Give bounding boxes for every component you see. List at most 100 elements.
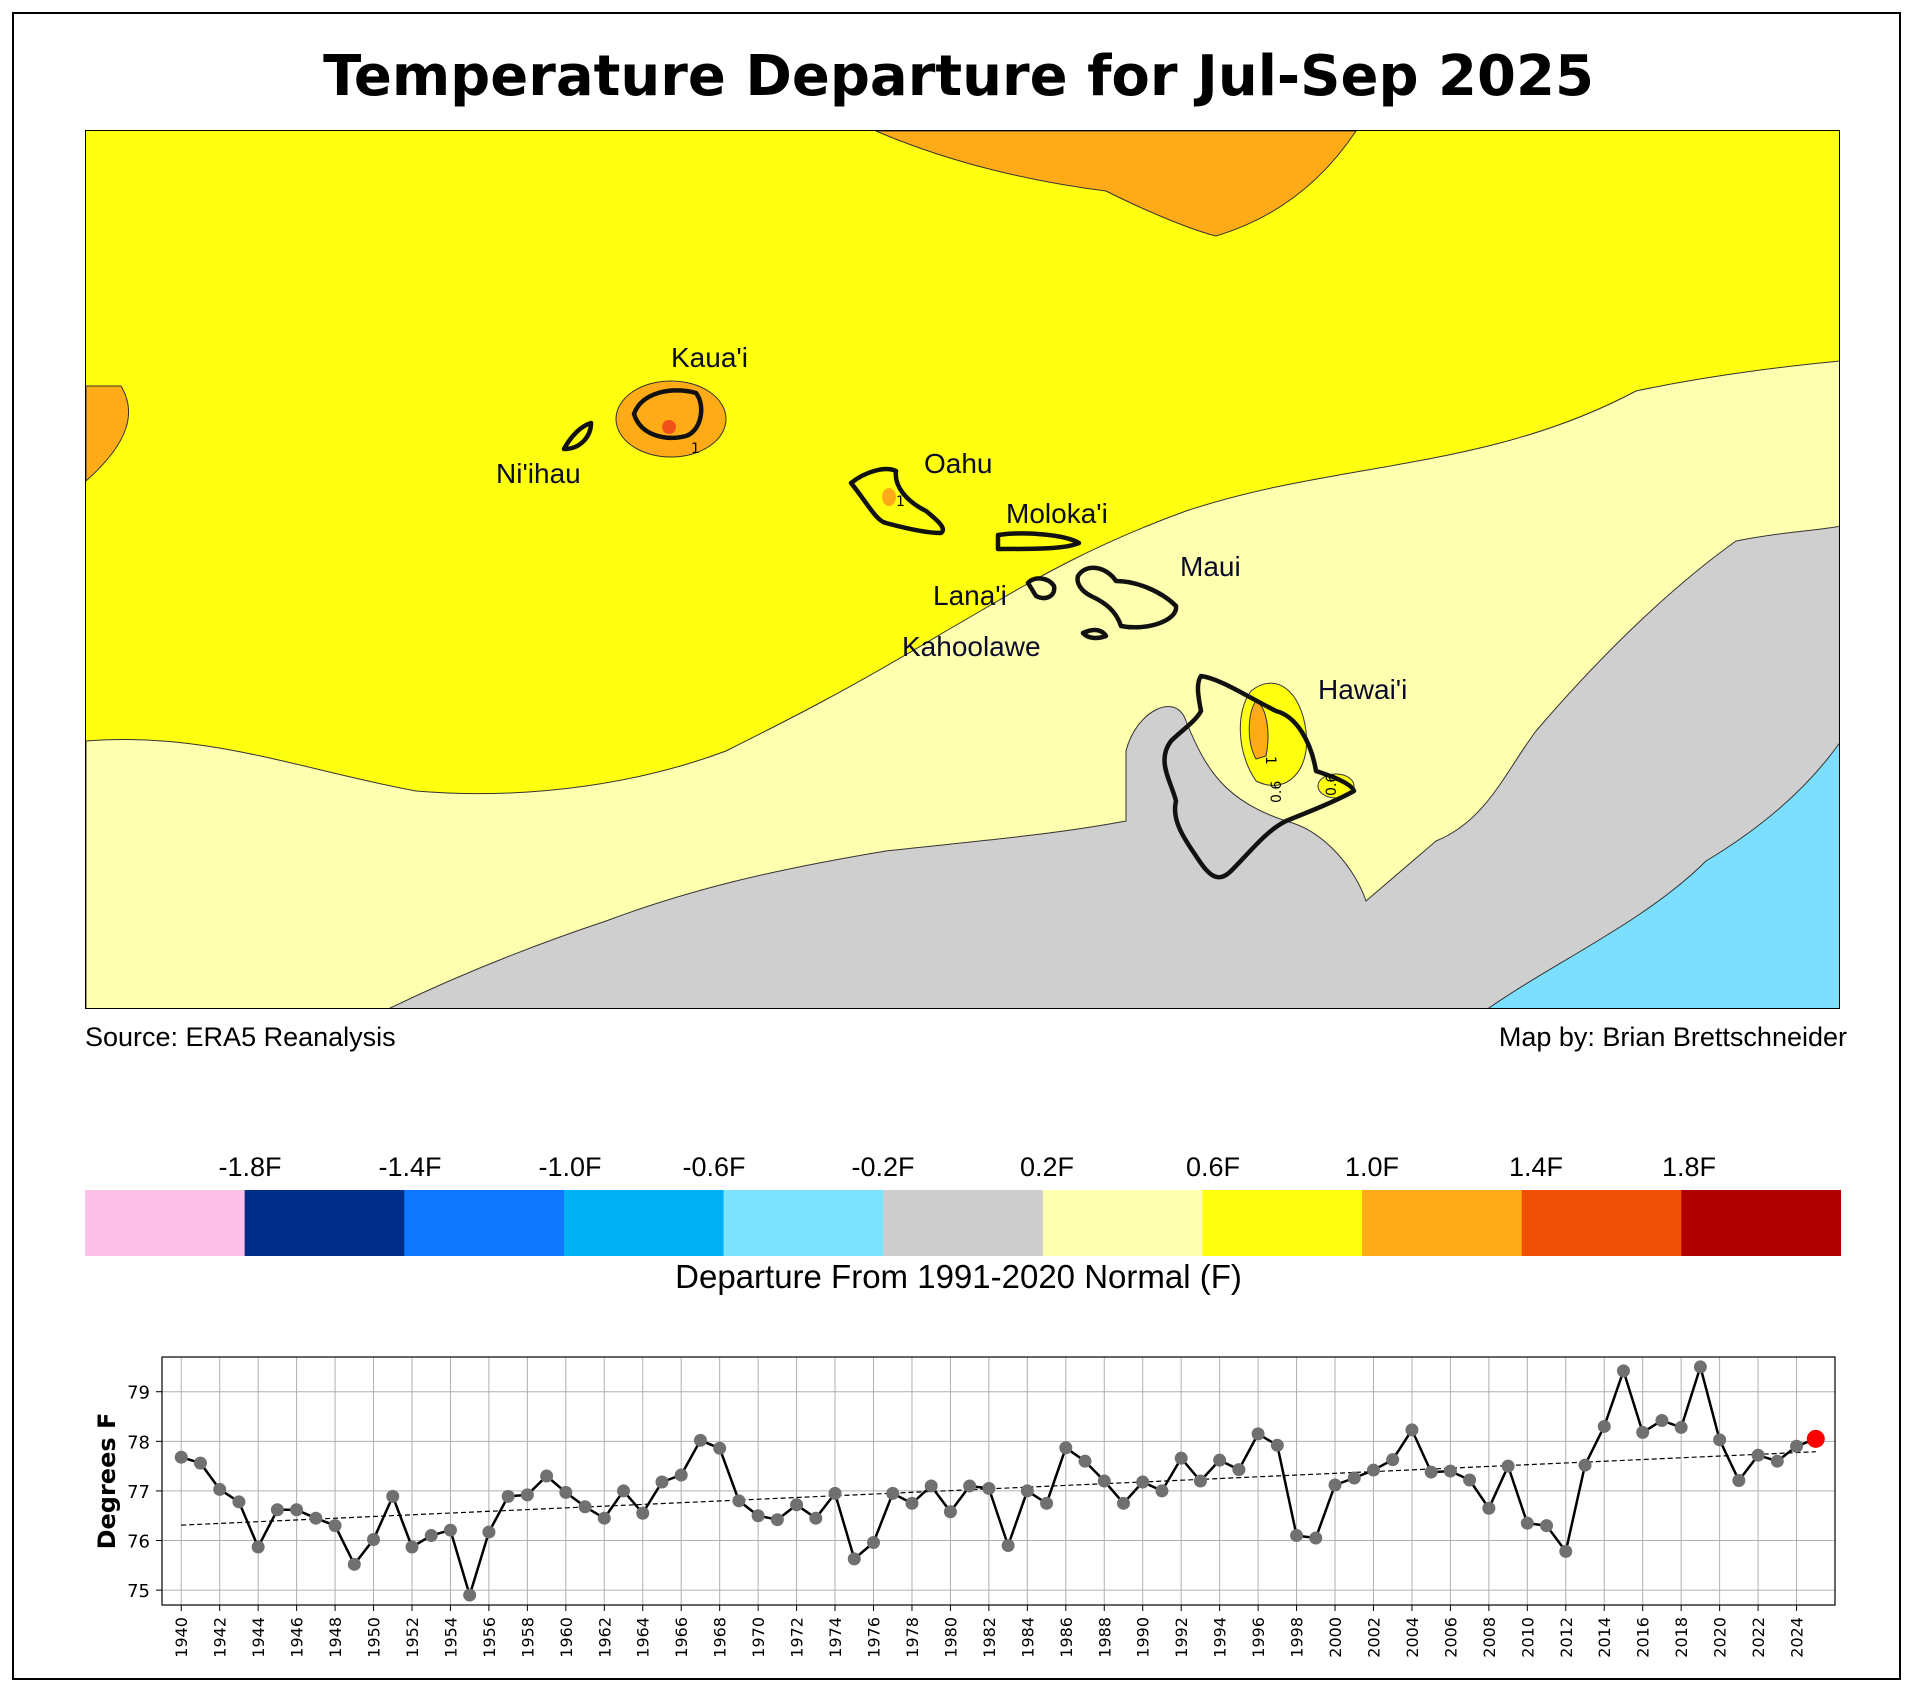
data-point xyxy=(540,1469,554,1483)
data-point xyxy=(1463,1473,1477,1487)
x-tick-label: 1972 xyxy=(788,1617,807,1658)
x-tick-label: 2018 xyxy=(1672,1617,1691,1658)
island-niihau xyxy=(561,420,594,452)
island-kauai xyxy=(631,388,704,441)
island-maui xyxy=(1075,565,1179,630)
data-point xyxy=(482,1525,496,1539)
data-point xyxy=(174,1450,188,1464)
data-point xyxy=(463,1588,477,1602)
data-point xyxy=(290,1503,304,1517)
data-point xyxy=(924,1479,938,1493)
data-point xyxy=(1020,1484,1034,1498)
colorbar-tick: -1.4F xyxy=(378,1152,442,1182)
data-point xyxy=(405,1540,419,1554)
data-point xyxy=(578,1500,592,1514)
fill-region-gray xyxy=(389,525,1839,1008)
data-point xyxy=(520,1488,534,1502)
colorbar-swatch xyxy=(1681,1190,1841,1256)
data-point xyxy=(1540,1519,1554,1533)
plot-frame xyxy=(161,1356,1836,1606)
data-point xyxy=(636,1506,650,1520)
data-point xyxy=(905,1496,919,1510)
data-point xyxy=(1193,1474,1207,1488)
data-point xyxy=(270,1503,284,1517)
trend-line xyxy=(181,1451,1816,1526)
y-tick-label: 76 xyxy=(127,1532,150,1553)
x-tick-label: 1978 xyxy=(903,1617,922,1658)
colorbar-swatch xyxy=(1521,1190,1682,1256)
x-tick-label: 1954 xyxy=(441,1617,460,1658)
colorbar-tick: 0.2F xyxy=(1019,1152,1075,1182)
data-point xyxy=(1616,1364,1630,1378)
colorbar-swatch xyxy=(244,1190,405,1256)
x-tick-label: 1952 xyxy=(403,1617,422,1658)
colorbar-tick: 1.0F xyxy=(1344,1152,1400,1182)
x-tick-label: 1964 xyxy=(634,1617,653,1658)
data-point xyxy=(770,1513,784,1527)
data-point xyxy=(1059,1441,1073,1455)
data-point xyxy=(1443,1464,1457,1478)
page-title: Temperature Departure for Jul-Sep 2025 xyxy=(323,44,1594,109)
data-point xyxy=(1309,1531,1323,1545)
data-point xyxy=(655,1475,669,1489)
data-point xyxy=(847,1552,861,1566)
x-tick-label: 2024 xyxy=(1788,1617,1807,1658)
colorbar-swatch xyxy=(563,1190,725,1256)
kauai-hot-spot xyxy=(662,420,676,434)
data-point xyxy=(1693,1360,1707,1374)
data-point xyxy=(1116,1496,1130,1510)
y-tick-label: 78 xyxy=(127,1432,150,1453)
x-tick-label: 1976 xyxy=(865,1617,884,1658)
label-maui: Maui xyxy=(1180,551,1241,582)
x-tick-label: 1944 xyxy=(249,1617,268,1658)
contour-label-oahu: 1 xyxy=(896,494,905,510)
x-tick-label: 1982 xyxy=(980,1617,999,1658)
data-point xyxy=(1732,1474,1746,1488)
fill-region-orange-left xyxy=(86,385,129,482)
fill-region-light-blue xyxy=(1488,742,1839,1008)
x-tick-label: 1996 xyxy=(1249,1617,1268,1658)
x-tick-label: 1990 xyxy=(1134,1617,1153,1658)
data-point xyxy=(1424,1465,1438,1479)
figure-frame xyxy=(12,12,1901,1680)
colorbar-tick: 1.4F xyxy=(1508,1152,1564,1182)
colorbar-swatch xyxy=(1042,1190,1203,1256)
credit-caption: Map by: Brian Brettschneider xyxy=(1498,1022,1847,1052)
data-point xyxy=(713,1441,727,1455)
colorbar-tick: -1.0F xyxy=(538,1152,602,1182)
colorbar-tick: 0.6F xyxy=(1185,1152,1241,1182)
label-molokai: Moloka'i xyxy=(1006,498,1108,529)
data-point xyxy=(1136,1475,1150,1489)
data-point xyxy=(213,1482,227,1496)
data-point xyxy=(1155,1484,1169,1498)
colorbar-tick: -1.8F xyxy=(218,1152,282,1182)
contour-label-hawaii-1: 1 xyxy=(1262,756,1278,765)
y-tick-label: 77 xyxy=(127,1482,150,1503)
data-point xyxy=(790,1498,804,1512)
data-point xyxy=(809,1511,823,1525)
data-point xyxy=(1751,1448,1765,1462)
label-hawaii: Hawai'i xyxy=(1318,674,1407,705)
series-line xyxy=(180,1365,1817,1597)
x-tick-label: 1968 xyxy=(711,1617,730,1658)
fill-region-orange-top xyxy=(875,131,1357,237)
data-point xyxy=(674,1468,688,1482)
x-tick-label: 1940 xyxy=(172,1617,191,1658)
colorbar-swatch xyxy=(1202,1190,1363,1256)
x-tick-label: 2012 xyxy=(1557,1617,1576,1658)
x-tick-label: 1998 xyxy=(1288,1617,1307,1658)
colorbar xyxy=(85,1190,1841,1256)
island-kahoolawe xyxy=(1080,627,1109,641)
data-point xyxy=(1078,1454,1092,1468)
data-point xyxy=(193,1456,207,1470)
x-tick-label: 1974 xyxy=(826,1617,845,1658)
data-point xyxy=(559,1485,573,1499)
x-tick-label: 1946 xyxy=(288,1617,307,1658)
data-point xyxy=(1270,1438,1284,1452)
y-tick-label: 79 xyxy=(127,1383,150,1404)
timeseries-chart: 75 76 77 78 79 1940 1942 1944 1946 1948 1950 1952 19… xyxy=(93,1356,1836,1658)
data-point xyxy=(1770,1454,1784,1468)
label-kahoolawe: Kahoolawe xyxy=(902,631,1041,662)
data-point xyxy=(1366,1463,1380,1477)
data-point xyxy=(386,1489,400,1503)
